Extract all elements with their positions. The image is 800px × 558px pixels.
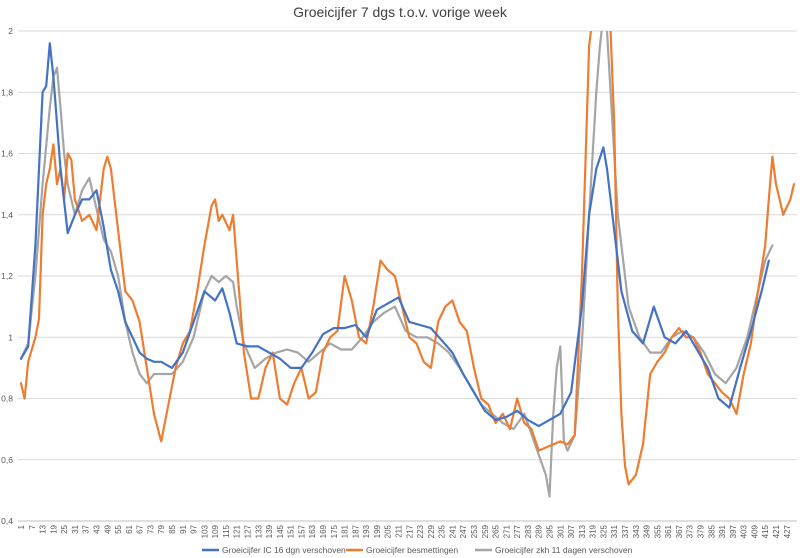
- y-tick-label: 1,4: [1, 210, 13, 220]
- x-tick-label: 289: [535, 524, 544, 538]
- legend-label: Groeicijfer zkh 11 dagen verschoven: [495, 545, 633, 555]
- x-tick-label: 61: [125, 524, 134, 533]
- y-tick-label: 2: [8, 26, 13, 36]
- x-tick-label: 325: [599, 524, 608, 538]
- y-tick-label: 0,4: [1, 516, 13, 526]
- y-tick-label: 1,2: [1, 271, 13, 281]
- x-tick-label: 343: [632, 524, 641, 538]
- x-tick-label: 373: [686, 524, 695, 538]
- x-tick-label: 367: [675, 524, 684, 538]
- x-tick-label: 19: [49, 524, 58, 533]
- x-tick-label: 121: [233, 524, 242, 538]
- x-tick-label: 181: [341, 524, 350, 538]
- x-tick-label: 151: [287, 524, 296, 538]
- legend: Groeicijfer IC 16 dgn verschoven Groeicij…: [202, 545, 633, 555]
- x-tick-label: 415: [761, 524, 770, 538]
- x-tick-label: 1: [17, 524, 26, 529]
- y-axis-ticks: 0,4 0,6 0,8 1 1,2 1,4 1,6 1,8 2: [1, 26, 13, 526]
- x-tick-label: 379: [697, 524, 706, 538]
- x-tick-label: 319: [589, 524, 598, 538]
- x-tick-label: 361: [664, 524, 673, 538]
- x-tick-label: 331: [610, 524, 619, 538]
- x-tick-label: 409: [750, 524, 759, 538]
- x-tick-label: 397: [729, 524, 738, 538]
- x-tick-label: 85: [168, 524, 177, 533]
- x-tick-label: 97: [190, 524, 199, 533]
- x-tick-label: 7: [28, 524, 37, 529]
- x-tick-label: 283: [524, 524, 533, 538]
- gridlines: [18, 30, 797, 522]
- x-tick-label: 199: [373, 524, 382, 538]
- y-tick-label: 0,6: [1, 455, 13, 465]
- x-tick-label: 193: [362, 524, 371, 538]
- y-tick-label: 1,6: [1, 149, 13, 159]
- x-tick-label: 235: [438, 524, 447, 538]
- x-tick-label: 79: [157, 524, 166, 533]
- x-tick-label: 211: [395, 524, 404, 537]
- x-tick-label: 145: [276, 524, 285, 538]
- x-tick-label: 271: [502, 524, 511, 538]
- x-tick-label: 187: [351, 524, 360, 538]
- x-tick-label: 307: [567, 524, 576, 538]
- x-tick-label: 421: [772, 524, 781, 538]
- x-axis-ticks: 1 7 13 19 25 31 37 43 49 55 61 67 73 79 85 91 97 103 109 11…: [17, 524, 792, 538]
- y-tick-label: 0,8: [1, 394, 13, 404]
- x-tick-label: 49: [103, 524, 112, 533]
- x-tick-label: 313: [578, 524, 587, 538]
- series-line-2: [19, 31, 796, 486]
- x-tick-label: 169: [319, 524, 328, 538]
- x-tick-label: 217: [405, 524, 414, 538]
- legend-label: Groeicijfer IC 16 dgn verschoven: [222, 545, 346, 555]
- x-tick-label: 31: [71, 524, 80, 533]
- x-tick-label: 205: [384, 524, 393, 538]
- x-tick-label: 157: [297, 524, 306, 538]
- x-tick-label: 91: [179, 524, 188, 533]
- x-tick-label: 259: [481, 524, 490, 538]
- x-tick-label: 247: [459, 524, 468, 538]
- chart-title: Groeicijfer 7 dgs t.o.v. vorige week: [293, 4, 508, 20]
- x-tick-label: 103: [200, 524, 209, 538]
- x-tick-label: 115: [222, 524, 231, 537]
- x-tick-label: 229: [427, 524, 436, 538]
- x-tick-label: 133: [254, 524, 263, 538]
- y-tick-label: 1,8: [1, 87, 13, 97]
- x-tick-label: 67: [136, 524, 145, 533]
- x-tick-label: 241: [448, 524, 457, 538]
- series-line-1: [19, 42, 770, 428]
- x-tick-label: 349: [643, 524, 652, 538]
- legend-label: Groeicijfer besmettingen: [366, 545, 458, 555]
- x-tick-label: 277: [513, 524, 522, 538]
- x-tick-label: 127: [244, 524, 253, 538]
- x-tick-label: 109: [211, 524, 220, 538]
- x-tick-label: 403: [740, 524, 749, 538]
- x-tick-label: 337: [621, 524, 630, 538]
- x-tick-label: 427: [783, 524, 792, 538]
- x-tick-label: 163: [308, 524, 317, 538]
- x-tick-label: 391: [718, 524, 727, 538]
- x-tick-label: 43: [93, 524, 102, 533]
- series-line-3: [19, 31, 774, 498]
- x-tick-label: 55: [114, 524, 123, 533]
- plot-area: [19, 31, 796, 498]
- y-tick-label: 1: [8, 332, 13, 342]
- x-tick-label: 295: [546, 524, 555, 538]
- x-tick-label: 175: [330, 524, 339, 538]
- x-tick-label: 301: [556, 524, 565, 538]
- x-tick-label: 13: [39, 524, 48, 533]
- x-tick-label: 385: [707, 524, 716, 538]
- x-tick-label: 73: [146, 524, 155, 533]
- x-tick-label: 265: [492, 524, 501, 538]
- x-tick-label: 139: [265, 524, 274, 538]
- x-tick-label: 355: [653, 524, 662, 538]
- x-tick-label: 223: [416, 524, 425, 538]
- x-tick-label: 37: [82, 524, 91, 533]
- x-tick-label: 253: [470, 524, 479, 538]
- x-tick-label: 25: [60, 524, 69, 533]
